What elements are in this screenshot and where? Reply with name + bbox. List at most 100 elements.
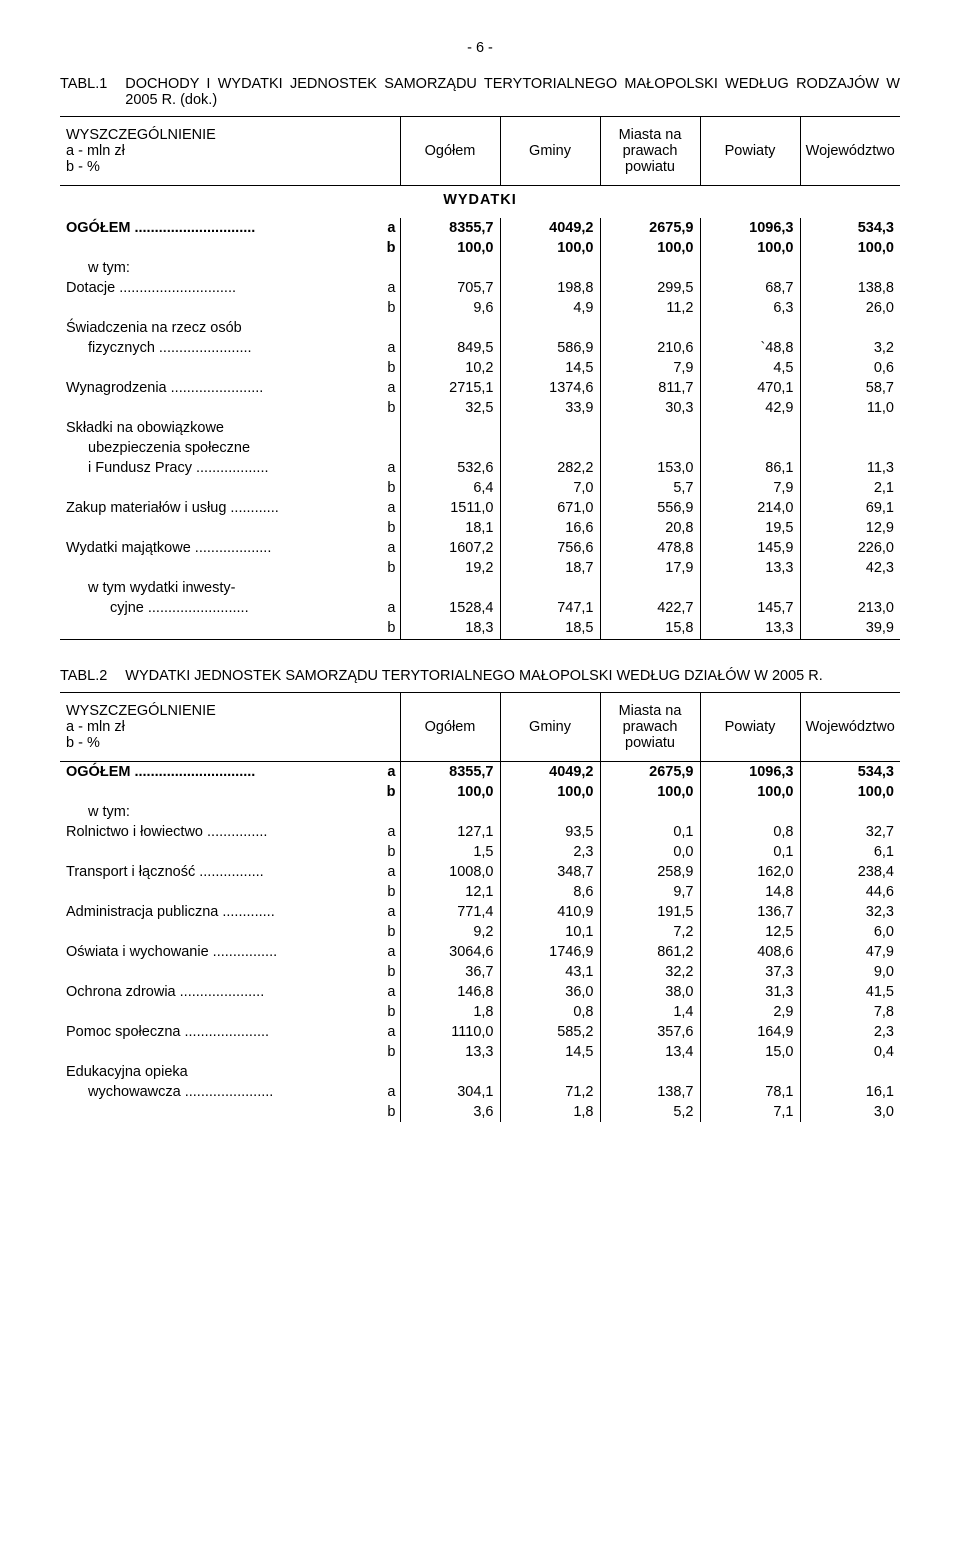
col-header: Województwo (800, 117, 900, 186)
cell-value: 2,1 (800, 478, 900, 498)
cell-value: 13,4 (600, 1042, 700, 1062)
cell-value: 10,2 (400, 358, 500, 378)
cell-value: 12,1 (400, 882, 500, 902)
cell-value: 861,2 (600, 942, 700, 962)
cell-value: 771,4 (400, 902, 500, 922)
cell-value: 58,7 (800, 378, 900, 398)
row-label: Wynagrodzenia ....................... (60, 378, 372, 398)
row-label: fizycznych ....................... (60, 338, 372, 358)
cell-value: 6,1 (800, 842, 900, 862)
ab-marker: b (372, 478, 401, 498)
cell-value: 8355,7 (400, 762, 500, 783)
cell-value: 100,0 (500, 238, 600, 258)
cell-value: 100,0 (600, 238, 700, 258)
row-label: cyjne ......................... (60, 598, 372, 618)
cell-empty (800, 802, 900, 822)
row-label-blank (60, 398, 372, 418)
cell-value: 0,6 (800, 358, 900, 378)
cell-value: 15,8 (600, 618, 700, 640)
table1-spec-header: WYSZCZEGÓLNIENIE a - mln zł b - % (60, 117, 400, 186)
cell-value: 18,7 (500, 558, 600, 578)
cell-value: 1096,3 (700, 218, 800, 238)
ab-marker: b (372, 1102, 401, 1122)
row-label-blank (60, 298, 372, 318)
cell-empty (400, 802, 500, 822)
cell-value: 26,0 (800, 298, 900, 318)
cell-empty (500, 1062, 600, 1082)
row-label: Wydatki majątkowe ................... (60, 538, 372, 558)
cell-value: 9,0 (800, 962, 900, 982)
col-header: Miasta na prawach powiatu (600, 117, 700, 186)
cell-value: 7,8 (800, 1002, 900, 1022)
ab-marker: a (372, 862, 401, 882)
cell-empty (400, 418, 500, 438)
cell-value: 422,7 (600, 598, 700, 618)
cell-empty (500, 258, 600, 278)
cell-value: 1528,4 (400, 598, 500, 618)
cell-value: 14,5 (500, 1042, 600, 1062)
cell-value: 238,4 (800, 862, 900, 882)
cell-value: 36,0 (500, 982, 600, 1002)
cell-value: 1746,9 (500, 942, 600, 962)
cell-value: 213,0 (800, 598, 900, 618)
cell-value: 44,6 (800, 882, 900, 902)
row-label: Transport i łączność ................ (60, 862, 372, 882)
cell-value: 33,9 (500, 398, 600, 418)
table2-title: TABL.2 WYDATKI JEDNOSTEK SAMORZĄDU TERYT… (60, 668, 900, 684)
table1-title: TABL.1 DOCHODY I WYDATKI JEDNOSTEK SAMOR… (60, 76, 900, 108)
cell-value: 3,2 (800, 338, 900, 358)
cell-value: 11,0 (800, 398, 900, 418)
cell-value: 12,9 (800, 518, 900, 538)
cell-value: 214,0 (700, 498, 800, 518)
cell-value: 1110,0 (400, 1022, 500, 1042)
row-label: OGÓŁEM .............................. (60, 218, 372, 238)
ab-marker: a (372, 278, 401, 298)
row-label-blank (60, 842, 372, 862)
cell-value: 811,7 (600, 378, 700, 398)
cell-value: 0,1 (700, 842, 800, 862)
cell-empty (400, 438, 500, 458)
cell-value: 1511,0 (400, 498, 500, 518)
ab-marker: a (372, 982, 401, 1002)
row-label-blank (60, 1042, 372, 1062)
cell-value: 7,0 (500, 478, 600, 498)
row-label: Świadczenia na rzecz osób (60, 318, 400, 338)
cell-value: 1,4 (600, 1002, 700, 1022)
cell-value: 100,0 (800, 238, 900, 258)
cell-empty (400, 318, 500, 338)
cell-empty (500, 578, 600, 598)
cell-value: 408,6 (700, 942, 800, 962)
cell-value: 7,9 (600, 358, 700, 378)
cell-value: 1096,3 (700, 762, 800, 783)
cell-value: 3064,6 (400, 942, 500, 962)
cell-value: 4049,2 (500, 762, 600, 783)
ab-marker: b (372, 842, 401, 862)
cell-value: 1,8 (400, 1002, 500, 1022)
row-label: OGÓŁEM .............................. (60, 762, 372, 783)
cell-value: 41,5 (800, 982, 900, 1002)
cell-value: 18,5 (500, 618, 600, 640)
cell-value: 4,9 (500, 298, 600, 318)
cell-value: 534,3 (800, 218, 900, 238)
ab-marker: b (372, 398, 401, 418)
row-label: Składki na obowiązkowe (60, 418, 400, 438)
cell-empty (800, 578, 900, 598)
cell-value: 2,3 (500, 842, 600, 862)
cell-value: 11,3 (800, 458, 900, 478)
col-header: Powiaty (700, 693, 800, 762)
cell-value: 43,1 (500, 962, 600, 982)
cell-value: 30,3 (600, 398, 700, 418)
row-label: Rolnictwo i łowiectwo ............... (60, 822, 372, 842)
cell-value: 39,9 (800, 618, 900, 640)
cell-value: 100,0 (500, 782, 600, 802)
cell-empty (600, 438, 700, 458)
row-label-blank (60, 618, 372, 640)
cell-value: 100,0 (700, 238, 800, 258)
ab-marker: b (372, 1042, 401, 1062)
cell-empty (500, 318, 600, 338)
cell-value: 478,8 (600, 538, 700, 558)
cell-empty (700, 578, 800, 598)
cell-value: 138,7 (600, 1082, 700, 1102)
ab-marker: a (372, 458, 401, 478)
ab-marker: a (372, 218, 401, 238)
